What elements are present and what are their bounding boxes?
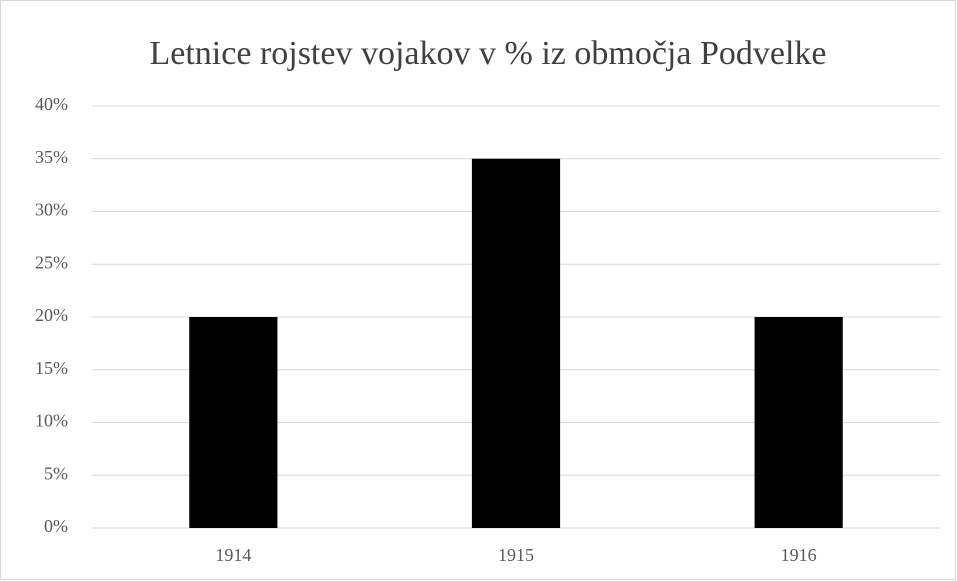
bar <box>754 317 843 528</box>
x-tick-label: 1916 <box>781 545 817 565</box>
x-tick-label: 1914 <box>215 545 251 565</box>
y-tick-label: 0% <box>44 516 68 536</box>
y-tick-label: 35% <box>35 147 68 167</box>
y-tick-label: 10% <box>35 411 68 431</box>
bar <box>189 317 278 528</box>
y-tick-label: 30% <box>35 200 68 220</box>
y-tick-label: 5% <box>44 463 68 483</box>
y-tick-label: 20% <box>35 305 68 325</box>
chart-title: Letnice rojstev vojakov v % iz območja P… <box>150 35 827 72</box>
bar <box>471 158 561 528</box>
y-tick-label: 40% <box>35 94 68 114</box>
y-tick-label: 25% <box>35 252 68 272</box>
x-tick-label: 1915 <box>498 545 534 565</box>
y-tick-label: 15% <box>35 358 68 378</box>
